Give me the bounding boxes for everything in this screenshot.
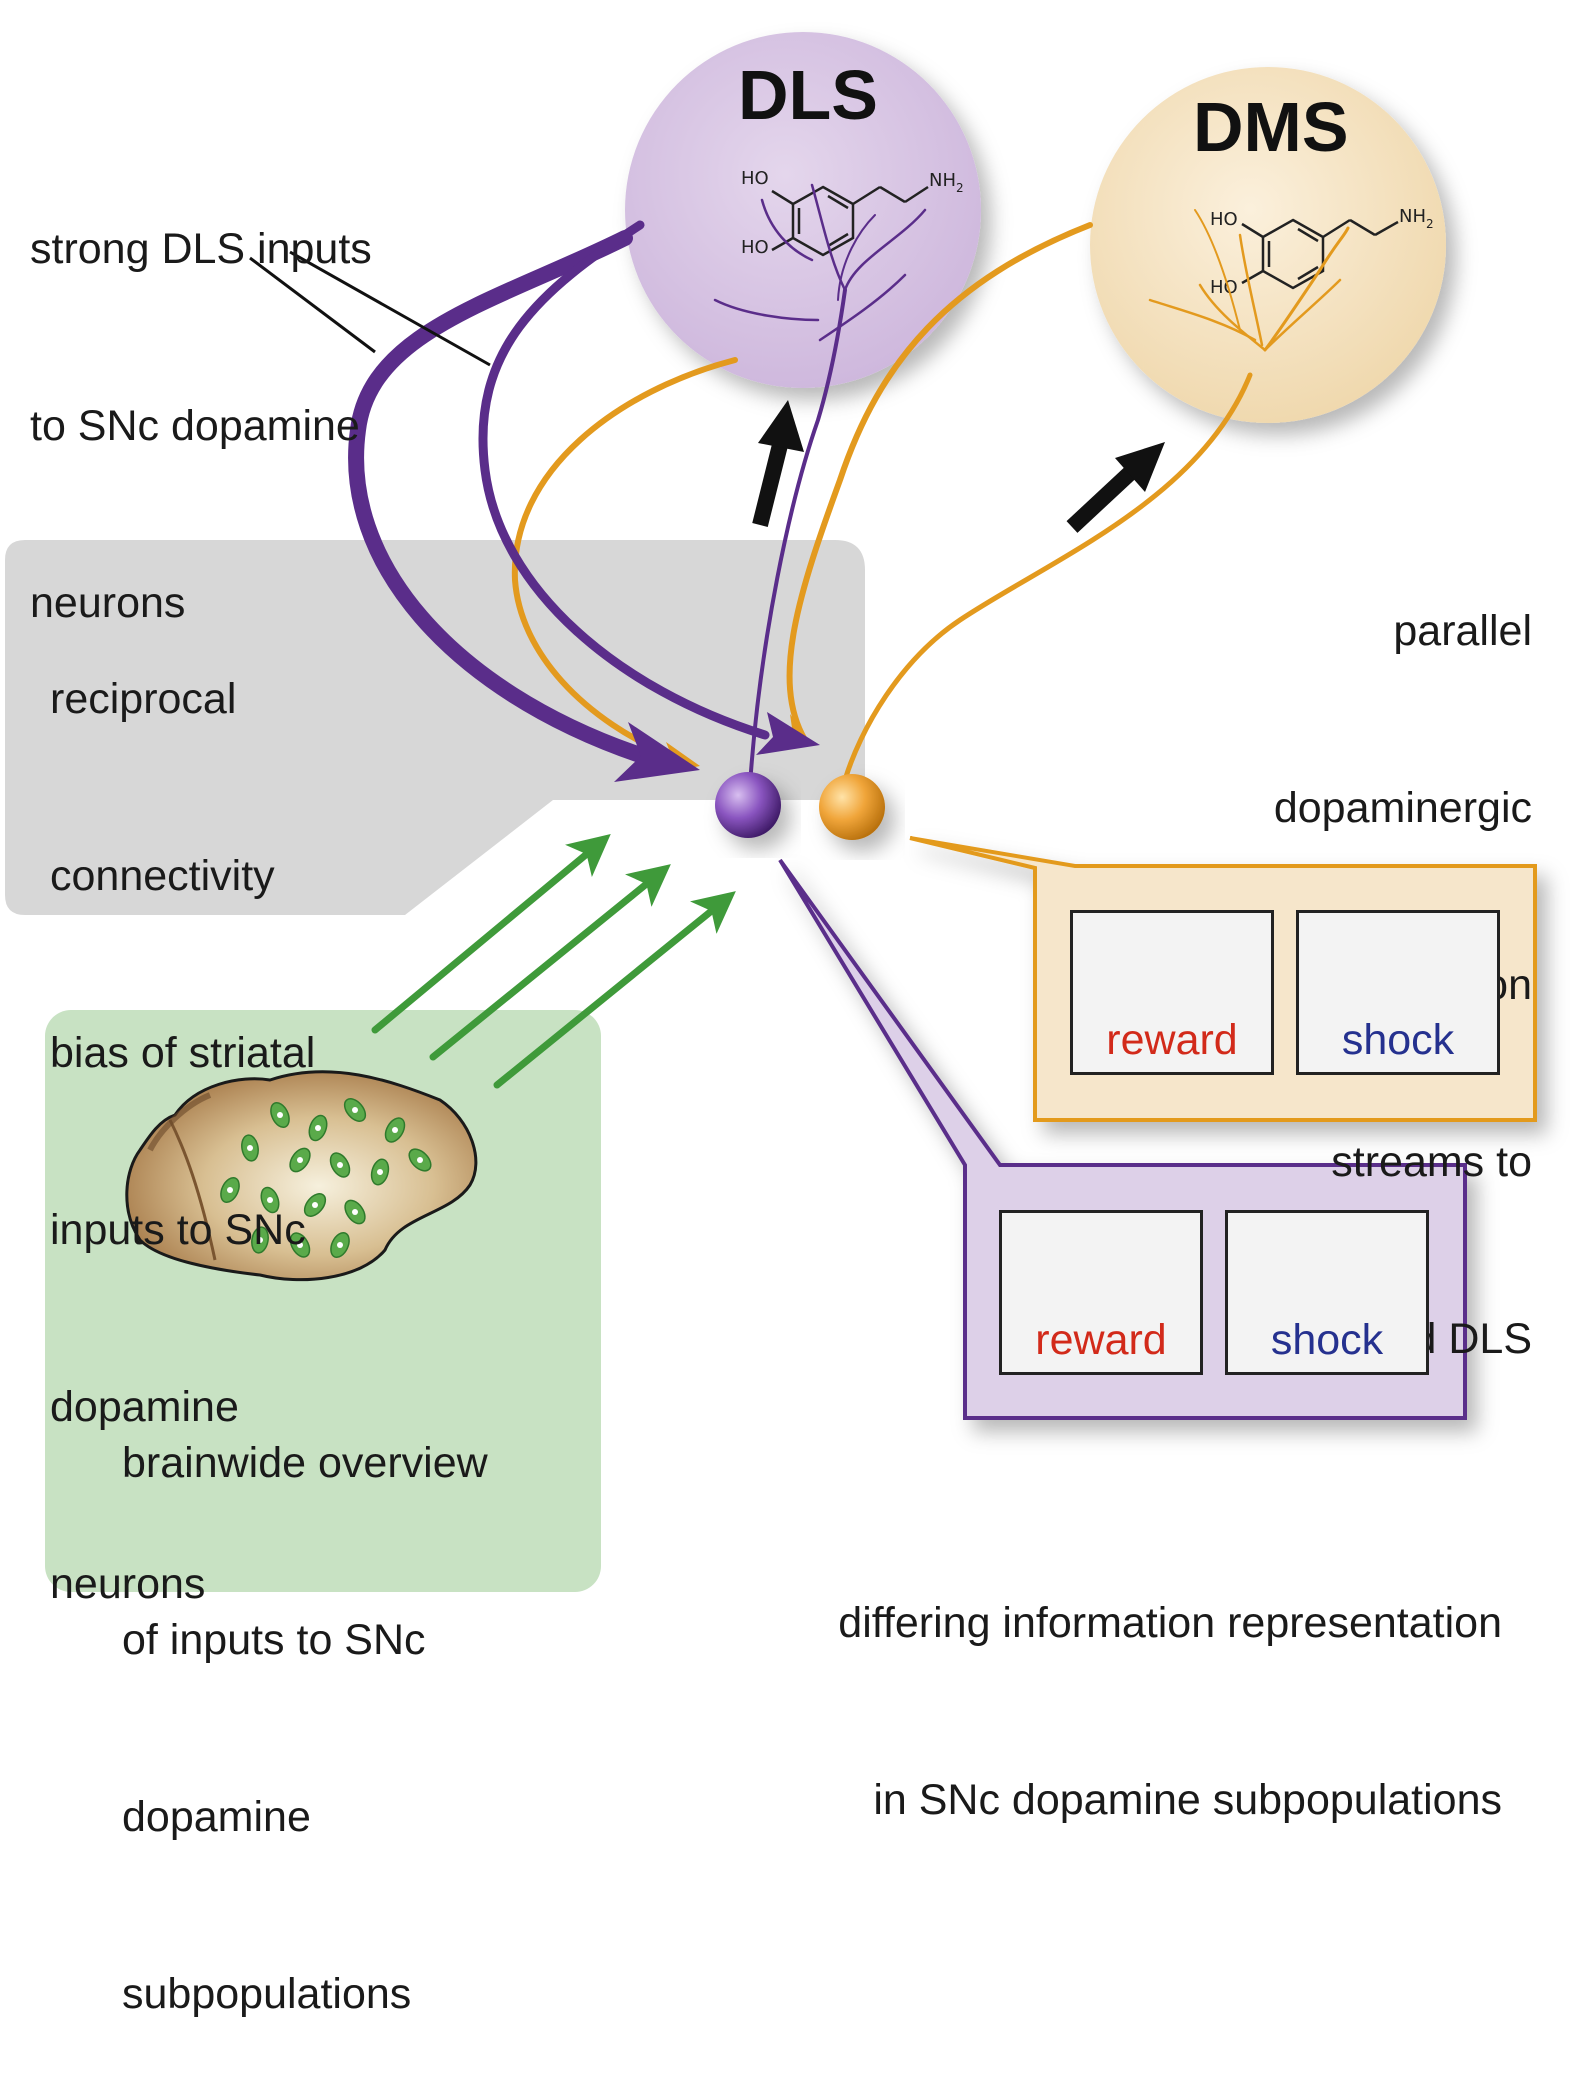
purple-projections	[348, 220, 770, 763]
purple-arrowhead-1	[614, 722, 700, 782]
dls-axon-arbor	[713, 183, 927, 787]
brainwide-annotation: brainwide overview of inputs to SNc dopa…	[122, 1316, 488, 2083]
differing-annotation: differing information representation in …	[838, 1476, 1502, 1889]
brain-illustration	[125, 1070, 478, 1282]
annotation-line: dopamine	[50, 1383, 239, 1431]
response-label: reward	[1106, 1016, 1238, 1064]
leader-line-2	[289, 250, 491, 367]
dls-nh2: NH2	[929, 170, 964, 195]
snc-purple-neuron	[715, 772, 781, 838]
annotation-line: dopamine	[122, 1793, 311, 1841]
annotation-line: subpopulations	[122, 1970, 412, 2018]
response-label: shock	[1341, 1016, 1455, 1064]
dls-dopamine-molecule	[771, 185, 929, 257]
orange-projections	[511, 222, 1253, 783]
annotation-line: dopaminergic	[1273, 784, 1532, 832]
strong-dls-annotation: strong DLS inputs to SNc dopamine neuron…	[30, 102, 372, 692]
annotation-line: neurons	[30, 579, 186, 627]
annotation-line: brainwide overview	[122, 1439, 488, 1487]
dms-ho-bottom: HO	[1210, 277, 1238, 298]
annotation-line: streams to	[1331, 1138, 1532, 1186]
annotation-line: parallel	[1393, 607, 1532, 655]
dls-title: DLS	[738, 56, 878, 134]
response-label: shock	[1270, 1316, 1384, 1364]
annotation-line: differing information representation	[838, 1599, 1502, 1647]
reciprocal-panel	[5, 540, 865, 915]
dms-title: DMS	[1193, 88, 1349, 166]
reciprocal-annotation: reciprocal connectivity bias of striatal…	[50, 552, 315, 1673]
dms-nh2: NH2	[1399, 206, 1434, 231]
dls-region	[625, 32, 981, 388]
orange-shock-box: shock	[1296, 910, 1500, 1075]
dms-dopamine-molecule	[1241, 218, 1399, 290]
snc-orange-neuron	[819, 774, 885, 840]
annotation-line: of inputs to SNc	[122, 1616, 426, 1664]
black-arrow-to-dls	[752, 400, 804, 527]
annotation-line: in SNc dopamine subpopulations	[873, 1776, 1502, 1824]
dms-ho-top: HO	[1210, 209, 1238, 230]
black-arrow-to-dms	[1066, 442, 1165, 533]
annotation-line: reciprocal	[50, 675, 237, 723]
dms-axon-arbor	[1148, 209, 1350, 352]
orange-reward-box: reward	[1070, 910, 1274, 1075]
purple-arrowhead-2	[756, 712, 820, 755]
dls-ho-bottom: HO	[741, 237, 769, 258]
response-label: reward	[1035, 1316, 1167, 1364]
dls-ho-top: HO	[741, 168, 769, 189]
annotation-line: inputs to SNc	[50, 1206, 306, 1254]
green-input-arrows	[371, 834, 736, 1089]
annotation-line: connectivity	[50, 852, 275, 900]
purple-shock-box: shock	[1225, 1210, 1429, 1375]
leader-line-1	[249, 256, 376, 354]
annotation-line: bias of striatal	[50, 1029, 316, 1077]
annotation-line: strong DLS inputs	[30, 225, 372, 273]
annotation-line: to SNc dopamine	[30, 402, 360, 450]
purple-reward-box: reward	[999, 1210, 1203, 1375]
